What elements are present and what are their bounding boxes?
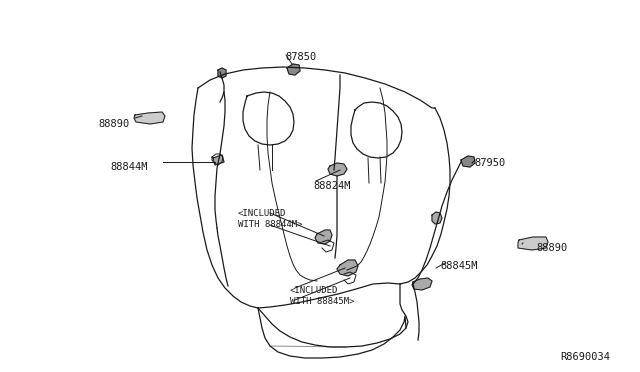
Polygon shape — [213, 155, 224, 165]
Polygon shape — [432, 212, 442, 224]
Text: <INCLUDED: <INCLUDED — [238, 209, 286, 218]
Polygon shape — [337, 260, 358, 276]
Text: 88824M: 88824M — [313, 181, 351, 191]
Polygon shape — [315, 230, 332, 244]
Text: 87850: 87850 — [285, 52, 316, 62]
Text: <INCLUDED: <INCLUDED — [290, 286, 339, 295]
Polygon shape — [461, 156, 475, 167]
Text: 88890: 88890 — [536, 243, 567, 253]
Text: WITH 88844M>: WITH 88844M> — [238, 220, 303, 229]
Text: 88845M: 88845M — [440, 261, 477, 271]
Text: R8690034: R8690034 — [560, 352, 610, 362]
Text: WITH 88845M>: WITH 88845M> — [290, 297, 355, 306]
Polygon shape — [287, 64, 300, 75]
Polygon shape — [518, 237, 548, 250]
Polygon shape — [134, 112, 165, 124]
Polygon shape — [218, 68, 226, 78]
Polygon shape — [328, 163, 347, 176]
Polygon shape — [412, 278, 432, 290]
Text: 88890: 88890 — [99, 119, 130, 129]
Text: 88844M: 88844M — [111, 162, 148, 172]
Text: 87950: 87950 — [474, 158, 505, 168]
